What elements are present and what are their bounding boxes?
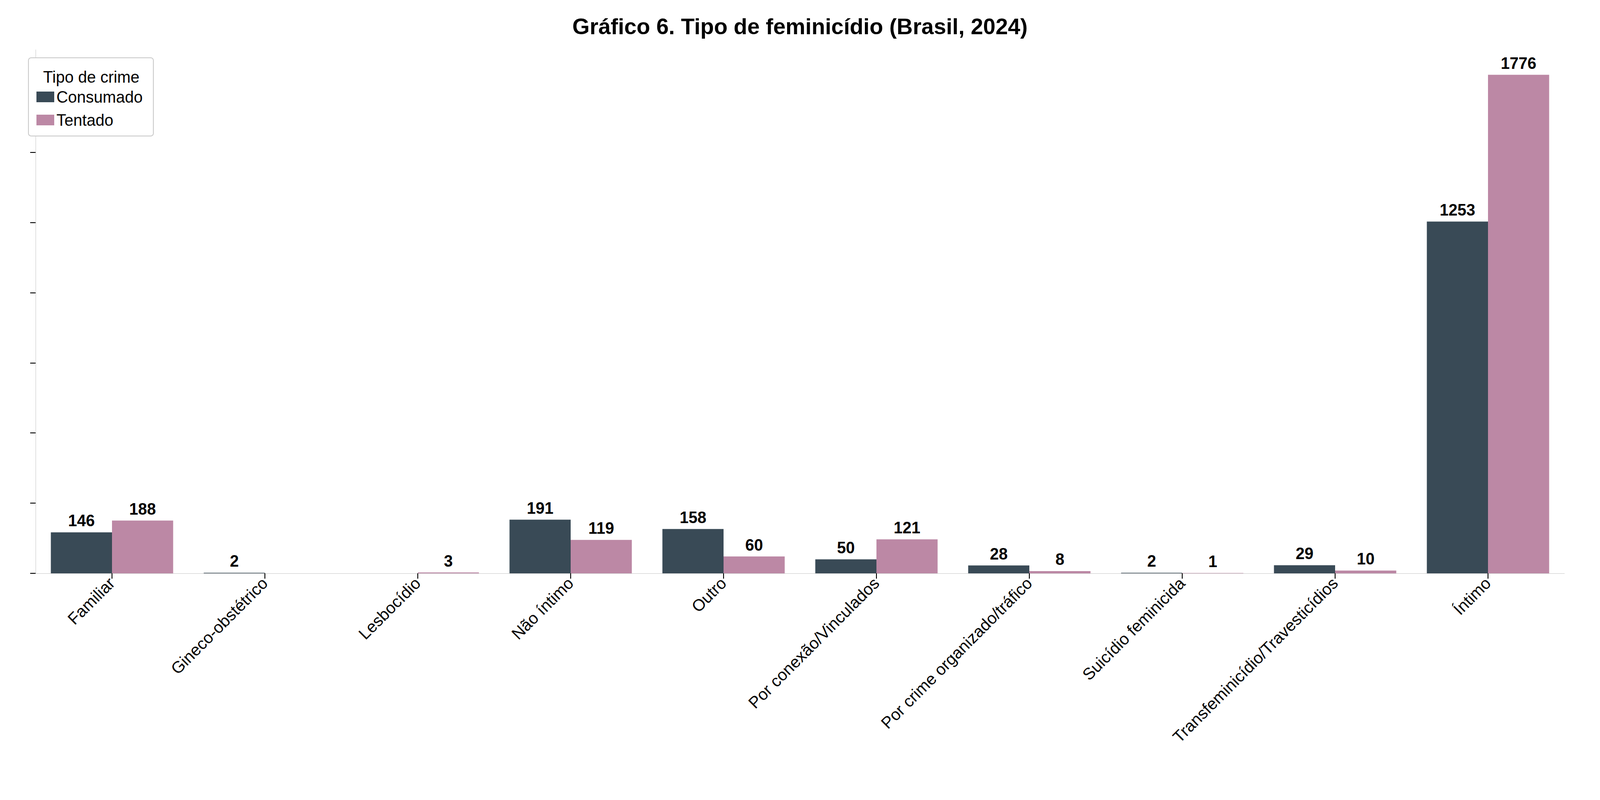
svg-text:Gráfico 6. Tipo de feminicídio: Gráfico 6. Tipo de feminicídio (Brasil, …	[572, 14, 1028, 40]
svg-text:Tipo de crime: Tipo de crime	[43, 68, 140, 87]
svg-text:Por conexão/Vinculados: Por conexão/Vinculados	[744, 574, 884, 713]
svg-text:2: 2	[1147, 552, 1156, 571]
svg-text:Não íntimo: Não íntimo	[508, 574, 577, 644]
svg-text:10: 10	[1356, 549, 1375, 568]
svg-text:Suicídio feminicida: Suicídio feminicida	[1078, 573, 1189, 684]
svg-text:158: 158	[679, 508, 707, 527]
svg-text:8: 8	[1055, 550, 1065, 569]
svg-text:Gineco-obstétrico: Gineco-obstétrico	[167, 574, 272, 679]
svg-text:Consumado: Consumado	[56, 88, 143, 107]
svg-text:Outro: Outro	[688, 574, 730, 616]
svg-text:Por crime organizado/tráfico: Por crime organizado/tráfico	[877, 574, 1036, 733]
svg-text:Familiar: Familiar	[64, 574, 119, 629]
svg-text:1253: 1253	[1439, 200, 1476, 220]
svg-text:60: 60	[745, 536, 764, 555]
svg-text:121: 121	[893, 518, 921, 537]
svg-text:188: 188	[129, 500, 156, 519]
svg-text:1776: 1776	[1500, 54, 1537, 73]
svg-text:119: 119	[588, 519, 615, 538]
svg-text:Tentado: Tentado	[56, 111, 114, 130]
svg-text:146: 146	[68, 511, 95, 530]
svg-text:50: 50	[836, 538, 855, 557]
svg-text:Íntimo: Íntimo	[1449, 574, 1495, 619]
svg-text:28: 28	[989, 544, 1008, 564]
svg-text:191: 191	[526, 499, 554, 518]
svg-text:Lesbocídio: Lesbocídio	[355, 574, 424, 644]
svg-text:Transfeminicídio/Travesticídio: Transfeminicídio/Travesticídios	[1169, 574, 1342, 747]
svg-text:1: 1	[1208, 552, 1218, 571]
svg-text:2: 2	[229, 552, 239, 571]
svg-text:3: 3	[444, 552, 453, 571]
svg-text:29: 29	[1295, 544, 1314, 563]
